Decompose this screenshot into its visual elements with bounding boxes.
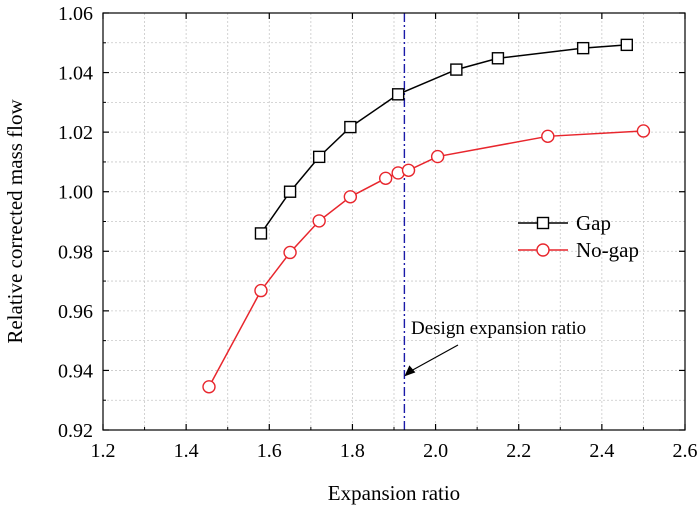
series-line-gap xyxy=(260,44,627,234)
y-tick-label: 0.96 xyxy=(58,301,93,323)
data-point-no-gap xyxy=(636,124,651,138)
data-point-gap xyxy=(491,52,505,65)
x-tick-label: 1.2 xyxy=(91,440,116,462)
legend-label: Gap xyxy=(576,211,611,235)
data-point-no-gap xyxy=(541,129,555,144)
data-point-no-gap xyxy=(401,163,416,177)
legend-marker-square xyxy=(536,216,550,230)
y-axis-label: Relative corrected mass flow xyxy=(3,99,27,344)
x-tick-label: 1.4 xyxy=(174,440,199,462)
data-point-gap xyxy=(344,120,357,134)
data-point-no-gap xyxy=(312,214,326,228)
data-point-gap xyxy=(254,227,268,240)
y-tick-label: 1.00 xyxy=(58,182,93,204)
y-tick-label: 1.06 xyxy=(58,3,93,25)
data-point-no-gap xyxy=(254,283,268,298)
y-tick-label: 1.02 xyxy=(58,122,93,144)
legend-label: No-gap xyxy=(576,238,639,262)
data-point-no-gap xyxy=(378,171,393,186)
legend: Gap No-gap xyxy=(518,211,639,262)
x-tick-label: 2.2 xyxy=(506,440,531,462)
data-point-gap xyxy=(576,41,590,55)
data-point-gap xyxy=(450,63,463,76)
x-tick-label: 2.4 xyxy=(589,440,614,462)
series-layer xyxy=(202,38,651,394)
y-tick-label: 1.04 xyxy=(58,63,93,85)
data-point-no-gap xyxy=(343,190,358,204)
data-point-no-gap xyxy=(430,149,445,164)
data-point-no-gap xyxy=(283,245,297,260)
grid-lines xyxy=(103,13,685,430)
data-point-gap xyxy=(620,38,633,52)
data-point-gap xyxy=(283,185,297,198)
x-tick-label: 1.8 xyxy=(340,440,365,462)
annotation-arrowhead xyxy=(404,365,416,377)
data-point-gap xyxy=(391,88,405,101)
annotation-arrow xyxy=(408,344,459,373)
data-point-gap xyxy=(312,150,326,164)
y-tick-label: 0.92 xyxy=(58,420,93,442)
x-tick-label: 1.6 xyxy=(257,440,282,462)
annotation: Design expansion ratio xyxy=(404,318,586,377)
x-axis-label: Expansion ratio xyxy=(328,481,460,505)
y-tick-label: 0.98 xyxy=(58,241,93,263)
annotation-label: Design expansion ratio xyxy=(411,318,586,339)
axis-ticks: 1.2 1.4 1.6 1.8 2.0 2.2 2.4 2.6 0.92 0.94 0.96 0.98… xyxy=(58,3,698,462)
legend-marker-circle xyxy=(536,243,550,257)
data-point-no-gap xyxy=(202,380,216,394)
x-tick-label: 2.0 xyxy=(423,440,448,462)
y-tick-label: 0.94 xyxy=(58,360,93,382)
x-tick-label: 2.6 xyxy=(673,440,698,462)
